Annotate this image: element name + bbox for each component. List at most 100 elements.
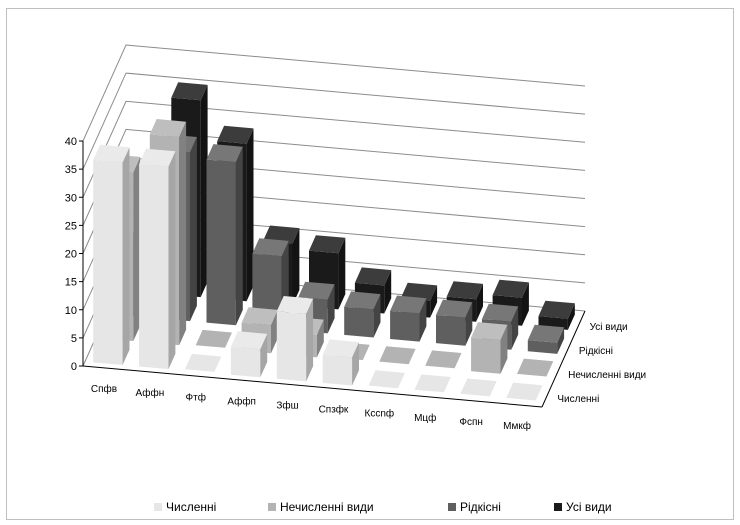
bar-face	[217, 125, 254, 144]
bar-face	[344, 291, 381, 310]
bar-face	[93, 144, 130, 163]
bar-face	[384, 270, 392, 314]
bar	[506, 382, 543, 401]
bar-face	[171, 82, 208, 101]
bar	[185, 353, 222, 372]
x-axis	[82, 365, 543, 408]
bar-face	[271, 309, 278, 354]
bar-face	[557, 327, 565, 354]
bar-face	[93, 159, 123, 365]
bar-face	[327, 284, 335, 334]
bar-face	[527, 324, 565, 343]
legend-label: Нечисленні види	[280, 500, 374, 514]
category-label: Кссnф	[365, 408, 395, 420]
bar-face	[276, 311, 307, 382]
bar-face	[430, 285, 438, 318]
bar-face	[230, 346, 261, 378]
bar-face	[276, 296, 314, 314]
bar	[471, 322, 508, 374]
depth-label: Численні	[557, 394, 599, 405]
y-tick-label: 0	[71, 361, 77, 373]
bar-face	[506, 382, 543, 401]
depth-label: Рідкісні	[579, 346, 613, 357]
bar-face	[522, 282, 529, 326]
bar-face	[481, 303, 519, 322]
depth-label: Усі види	[590, 322, 628, 333]
legend-label: Численні	[166, 500, 217, 514]
bar-face	[511, 306, 519, 350]
category-label: Аффп	[227, 395, 256, 407]
bar	[436, 299, 473, 346]
bar	[425, 350, 462, 369]
bar-face	[476, 283, 483, 322]
bar-face	[252, 238, 289, 257]
bar-face	[241, 307, 278, 326]
bar	[322, 339, 359, 386]
bar	[139, 148, 176, 370]
gridline	[82, 72, 586, 170]
bar-face	[133, 156, 141, 341]
bar-face	[436, 315, 466, 346]
bar-face	[179, 121, 187, 346]
bar-face	[527, 340, 558, 354]
bar-face	[292, 228, 300, 306]
bar	[344, 291, 381, 338]
bar-face	[246, 128, 254, 302]
bar-face	[567, 303, 575, 330]
bar-face	[500, 324, 508, 374]
bar-face	[190, 137, 197, 322]
bar	[527, 324, 565, 354]
bar	[206, 144, 243, 326]
category-label: Фтф	[186, 391, 206, 403]
bar	[390, 295, 427, 342]
bar-face	[263, 225, 300, 244]
legend-label: Рідкісні	[460, 500, 501, 514]
bar-face	[338, 237, 346, 310]
bar	[379, 346, 416, 365]
y-tick-label: 20	[65, 249, 77, 261]
y-tick-label: 15	[65, 277, 77, 289]
bar-face	[322, 339, 359, 358]
bar-face	[230, 331, 268, 350]
bar-face	[309, 235, 346, 254]
bar-face	[471, 322, 508, 341]
bar	[460, 378, 497, 397]
legend-item: Численні	[154, 499, 216, 515]
bar-face	[322, 354, 353, 386]
bar-face	[373, 294, 381, 338]
legend-item: Нечисленні види	[268, 499, 374, 515]
bar-face	[390, 310, 420, 342]
gridline	[82, 44, 586, 142]
bar-face	[306, 298, 314, 382]
y-tick-label: 10	[65, 305, 77, 317]
bar	[414, 374, 451, 393]
bar	[276, 296, 314, 382]
category-label: Фспн	[459, 417, 483, 428]
bar-face	[400, 282, 438, 301]
bar-face	[425, 350, 462, 369]
bar-face	[517, 358, 554, 377]
bar	[517, 358, 554, 377]
bar-face	[185, 353, 222, 372]
bar-face	[260, 333, 268, 378]
bar-face	[460, 378, 497, 397]
bar-face	[122, 147, 130, 365]
legend-label: Усі види	[566, 500, 612, 514]
y-tick-label: 5	[71, 333, 77, 345]
legend-item: Рідкісні	[448, 499, 501, 515]
y-tick-label: 30	[65, 192, 77, 204]
legend-item: Усі види	[554, 499, 612, 515]
depth-label: Нечисленні види	[568, 370, 646, 381]
legend-swatch	[554, 503, 562, 511]
bar-face	[471, 337, 501, 374]
bar-face	[368, 370, 405, 389]
bar-face	[436, 299, 473, 318]
category-label: Мцф	[414, 412, 436, 424]
bar-face	[352, 342, 359, 386]
chart-plot: 0 5 10 15 20 25 30 35 40 Спфв Аффн Фтф Аффп Зфш Спзфк К…	[65, 44, 646, 432]
bar-face	[139, 148, 176, 167]
y-tick-label: 40	[65, 136, 77, 148]
bar-face	[235, 146, 243, 326]
bar-face	[316, 319, 324, 358]
category-label: Спфв	[91, 383, 117, 395]
